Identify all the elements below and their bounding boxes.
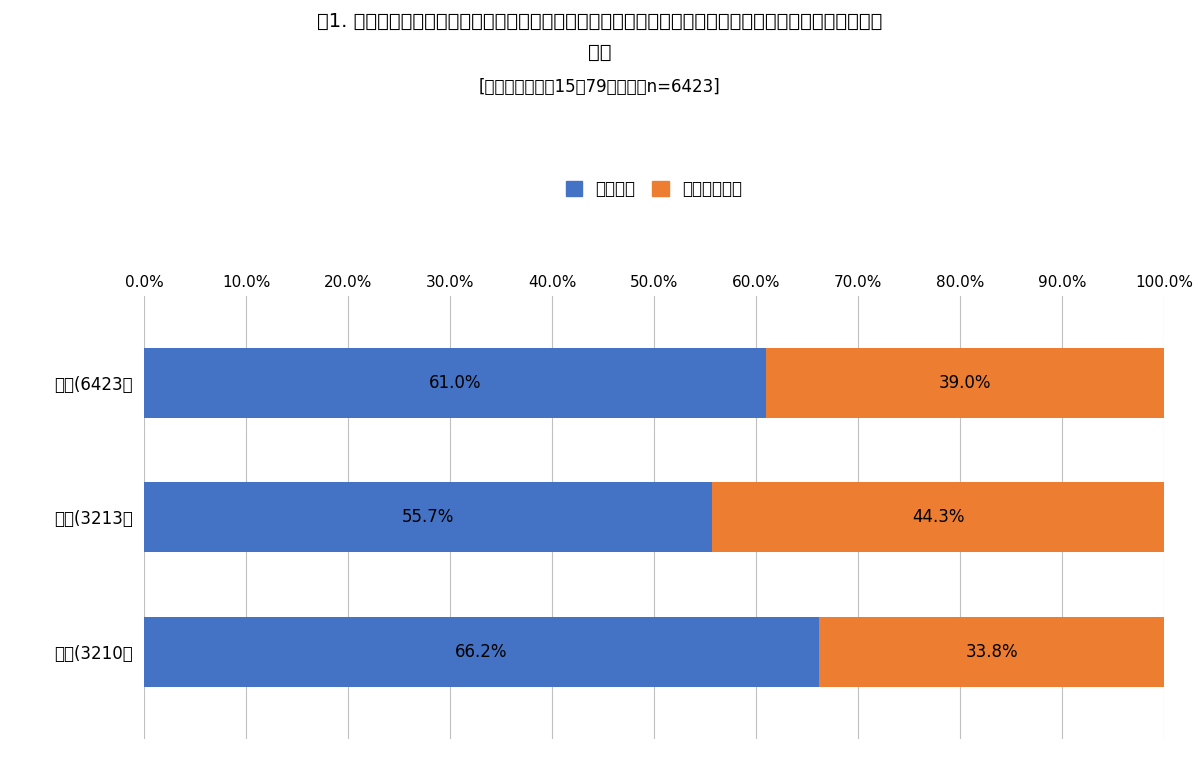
Text: 図1. 公衆空間において「場所や状況を気にせず写真や動画を撮影する」他人の行為に対して気になるかど: 図1. 公衆空間において「場所や状況を気にせず写真や動画を撮影する」他人の行為に… [317,12,883,30]
Text: 33.8%: 33.8% [965,643,1018,661]
Text: 61.0%: 61.0% [428,374,481,392]
Bar [144,482,712,552]
Text: 55.7%: 55.7% [402,508,455,527]
Text: [調査対象：全国15～79歳男女・n=6423]: [調査対象：全国15～79歳男女・n=6423] [479,78,721,96]
Text: 39.0%: 39.0% [938,374,991,392]
Bar [712,482,1164,552]
Legend: 気になる, 気にならない: 気になる, 気にならない [565,180,743,198]
Text: うか: うか [588,43,612,61]
Bar [820,617,1164,687]
Bar [144,617,820,687]
Bar [767,348,1164,418]
Bar [144,348,767,418]
Text: 66.2%: 66.2% [455,643,508,661]
Text: 44.3%: 44.3% [912,508,965,527]
